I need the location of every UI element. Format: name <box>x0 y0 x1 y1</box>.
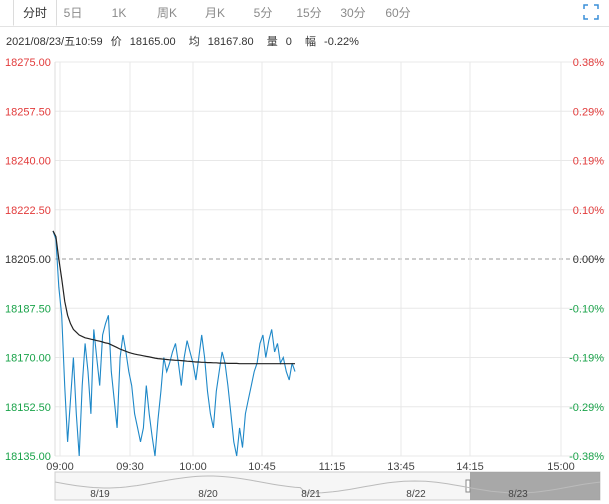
navigator-date-label: 8/21 <box>301 489 321 500</box>
navigator-date-label: 8/22 <box>406 489 426 500</box>
tab-3[interactable]: 周K <box>156 6 177 20</box>
y-tick-left: 18170.00 <box>5 353 51 365</box>
x-tick-label: 15:00 <box>547 461 575 473</box>
y-tick-left: 18240.00 <box>5 156 51 168</box>
tab-8[interactable]: 60分 <box>385 6 411 20</box>
price-value: 18165.00 <box>129 36 176 48</box>
avg-label: 均 <box>188 36 200 48</box>
tab-0[interactable]: 分时 <box>13 0 57 26</box>
price-line <box>52 230 296 457</box>
x-tick-label: 09:30 <box>116 461 144 473</box>
tab-1[interactable]: 5日 <box>63 6 83 20</box>
y-tick-left: 18135.00 <box>5 451 51 463</box>
x-tick-label: 11:15 <box>319 461 346 473</box>
price-label: 价 <box>110 36 122 48</box>
y-tick-right: -0.19% <box>569 353 604 365</box>
avg-value: 18167.80 <box>207 36 254 48</box>
y-tick-right: 0.10% <box>573 205 604 217</box>
change-label: 幅 <box>304 36 316 48</box>
datetime: 2021/08/23/五10:59 <box>6 36 103 48</box>
volume-value: 0 <box>285 36 292 48</box>
navigator-handle <box>465 479 471 493</box>
x-tick-label: 09:00 <box>46 461 74 473</box>
x-tick-label: 13:45 <box>387 461 415 473</box>
y-tick-right: 0.00% <box>573 254 604 266</box>
navigator-date-label: 8/23 <box>508 489 528 500</box>
tab-5[interactable]: 5分 <box>253 6 273 20</box>
y-tick-right: 0.38% <box>573 57 604 69</box>
tab-6[interactable]: 15分 <box>296 6 322 20</box>
change-value: -0.22% <box>324 36 359 48</box>
navigator-date-label: 8/19 <box>90 489 110 500</box>
intraday-chart[interactable]: 18275.00 0.38% 18257.50 0.29% 18240.00 0.19% 1… <box>0 52 609 504</box>
navigator-series <box>54 475 601 494</box>
y-tick-right: -0.38% <box>569 451 604 463</box>
y-tick-right: -0.10% <box>569 303 604 315</box>
tab-2[interactable]: 1K <box>111 6 127 20</box>
y-tick-left: 18152.50 <box>5 402 51 414</box>
y-tick-right: -0.29% <box>569 402 604 414</box>
tab-4[interactable]: 月K <box>204 6 225 20</box>
volume-label: 量 <box>266 36 278 48</box>
y-tick-left: 18222.50 <box>5 205 51 217</box>
y-tick-right: 0.19% <box>573 156 604 168</box>
avg-price-line <box>52 230 295 365</box>
x-tick-label: 10:45 <box>248 461 276 473</box>
x-tick-label: 10:00 <box>179 461 207 473</box>
y-tick-left: 18257.50 <box>5 106 51 118</box>
navigator-window <box>470 472 600 500</box>
y-tick-right: 0.29% <box>573 106 604 118</box>
navigator-date-label: 8/20 <box>198 489 218 500</box>
x-tick-label: 14:15 <box>456 461 484 473</box>
quote-info-bar: 2021/08/23/五10:59 价 18165.00 均 18167.80 … <box>6 33 369 49</box>
y-tick-left: 18187.50 <box>5 303 51 315</box>
period-tabs: 分时 5日 1K 周K 月K 5分 15分 30分 60分 <box>0 0 609 27</box>
y-tick-left: 18275.00 <box>5 57 51 69</box>
fullscreen-icon[interactable] <box>583 4 599 20</box>
y-tick-left: 18205.00 <box>5 254 51 266</box>
tab-7[interactable]: 30分 <box>340 6 366 20</box>
